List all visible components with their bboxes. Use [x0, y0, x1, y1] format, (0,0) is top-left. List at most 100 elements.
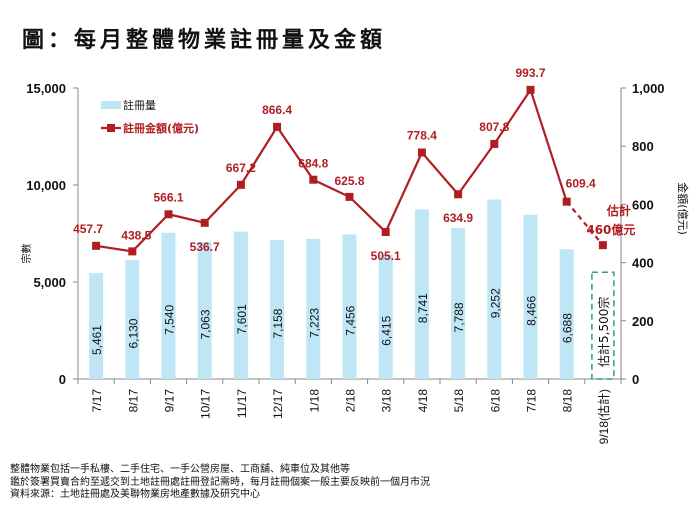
- left-tick-label: 10,000: [26, 178, 66, 193]
- bar-value-label: 6,130: [126, 318, 140, 348]
- line-value-label: 457.7: [73, 222, 103, 236]
- left-axis-title: 宗數: [20, 244, 33, 264]
- line-value-label: 536.7: [190, 240, 220, 254]
- bar-value-label: 8,741: [416, 293, 430, 323]
- x-category-label: 3/18: [380, 389, 394, 413]
- x-category-label: 8/18: [561, 389, 575, 413]
- bar: [89, 273, 104, 379]
- legend-swatch-marker: [107, 124, 115, 132]
- bar: [414, 209, 429, 379]
- line-segment-estimated: [565, 200, 604, 246]
- combo-chart: 0 5,000 10,000 15,000 0 200 400 600 800 1,000 宗數 金額…: [20, 66, 690, 445]
- right-tick-label: 200: [632, 314, 654, 329]
- bar-value-label: 7,158: [271, 308, 285, 338]
- x-category-label: 10/17: [199, 389, 213, 419]
- line-value-label: 505.1: [371, 249, 401, 263]
- bar-value-label: 5,461: [90, 325, 104, 355]
- bar-value-label: 7,788: [452, 302, 466, 332]
- line-value-label: 684.8: [298, 157, 328, 171]
- line-marker: [309, 175, 318, 184]
- line-marker: [381, 228, 390, 237]
- x-category-label: 7/17: [90, 389, 104, 413]
- x-category-label: 1/18: [307, 389, 321, 413]
- bar-value-label: 9,252: [488, 288, 502, 318]
- right-tick-label: 0: [632, 372, 639, 387]
- left-tick-label: 0: [59, 372, 66, 387]
- right-tick-label: 1,000: [632, 81, 665, 96]
- bar: [161, 232, 176, 379]
- line-marker: [598, 241, 607, 250]
- bar: [270, 240, 285, 379]
- line-marker: [128, 247, 137, 256]
- x-category-label: 2/18: [344, 389, 358, 413]
- line-value-label: 993.7: [515, 66, 545, 80]
- line-marker: [526, 85, 535, 94]
- x-category-label: 5/18: [452, 389, 466, 413]
- bar: [342, 234, 357, 379]
- x-category-label: 6/18: [488, 389, 502, 413]
- x-category-label: 7/18: [525, 389, 539, 413]
- left-tick-label: 5,000: [33, 275, 66, 290]
- legend-label-bar: 註冊量: [123, 99, 156, 112]
- line-marker: [417, 148, 426, 157]
- line-value-label: 460億元: [586, 222, 635, 237]
- bar: [125, 260, 140, 379]
- legend-swatch-bar: [101, 101, 121, 109]
- estimate-prefix-label: 估計: [606, 203, 631, 218]
- bar: [559, 249, 574, 379]
- line-marker: [562, 197, 571, 206]
- chart-title: 圖：每月整體物業註冊量及金額: [22, 27, 387, 53]
- bar-value-label: 估計5,500宗: [596, 297, 611, 367]
- bar: [451, 227, 466, 379]
- line-series-amount: [95, 87, 568, 253]
- line-marker: [92, 241, 101, 250]
- bar: [487, 199, 502, 379]
- line-marker: [164, 210, 173, 219]
- x-category-label: 8/17: [126, 389, 140, 413]
- bar: [197, 241, 212, 379]
- line-marker: [490, 139, 499, 148]
- footnote-3: 資料來源：土地註冊處及美聯物業房地產數據及研究中心: [10, 489, 260, 500]
- legend-label-line: 註冊金額(億元): [123, 121, 199, 135]
- bar: [306, 238, 321, 379]
- bar-value-label: 7,223: [307, 308, 321, 338]
- line-value-label: 438.5: [121, 228, 151, 242]
- right-tick-label: 400: [632, 256, 654, 271]
- line-value-label: 667.2: [226, 161, 256, 175]
- bar-value-label: 7,601: [235, 304, 249, 334]
- footnotes: 整體物業包括一手私樓、二手住宅、一手公營房屋、工商舖、純車位及其他等 鑑於簽署買…: [10, 464, 430, 502]
- x-category-label: 4/18: [416, 389, 430, 413]
- x-category-label: 11/17: [235, 389, 249, 418]
- line-marker: [273, 122, 282, 131]
- line-value-label: 778.4: [407, 128, 437, 142]
- line-value-label: 609.4: [566, 177, 596, 191]
- x-category-label: 12/17: [271, 389, 285, 419]
- line-value-label: 866.4: [262, 103, 292, 117]
- line-value-label: 566.1: [153, 190, 183, 204]
- bar-value-label: 7,063: [199, 309, 213, 339]
- bar-value-label: 8,466: [525, 296, 539, 326]
- bar-value-label: 6,688: [561, 313, 575, 343]
- x-category-label: 9/18(估計): [596, 389, 611, 444]
- bar-estimated: [591, 271, 615, 380]
- line-value-label: 807.8: [479, 120, 509, 134]
- line-marker: [200, 218, 209, 227]
- bar: [378, 254, 393, 379]
- line-value-label: 625.8: [334, 174, 364, 188]
- x-category-label: 9/17: [163, 389, 177, 413]
- bar-value-label: 7,540: [163, 305, 177, 335]
- footnote-2: 鑑於簽署買賣合約至遞交到土地註冊處註冊登記需時，每月註冊個案一般主要反映前一個月…: [10, 476, 430, 488]
- line-marker: [454, 190, 463, 199]
- left-tick-label: 15,000: [26, 81, 66, 96]
- right-tick-label: 600: [632, 197, 654, 212]
- bar-value-label: 6,415: [380, 315, 394, 345]
- footnote-1: 整體物業包括一手私樓、二手住宅、一手公營房屋、工商舖、純車位及其他等: [10, 464, 350, 475]
- bar: [523, 214, 538, 379]
- line-marker: [345, 192, 354, 201]
- right-tick-label: 800: [632, 139, 654, 154]
- line-marker: [236, 180, 245, 189]
- bar: [233, 231, 248, 379]
- line-value-label: 634.9: [443, 211, 473, 225]
- right-axis-title: 金額(億元): [676, 182, 690, 235]
- bar-value-label: 7,456: [344, 305, 358, 335]
